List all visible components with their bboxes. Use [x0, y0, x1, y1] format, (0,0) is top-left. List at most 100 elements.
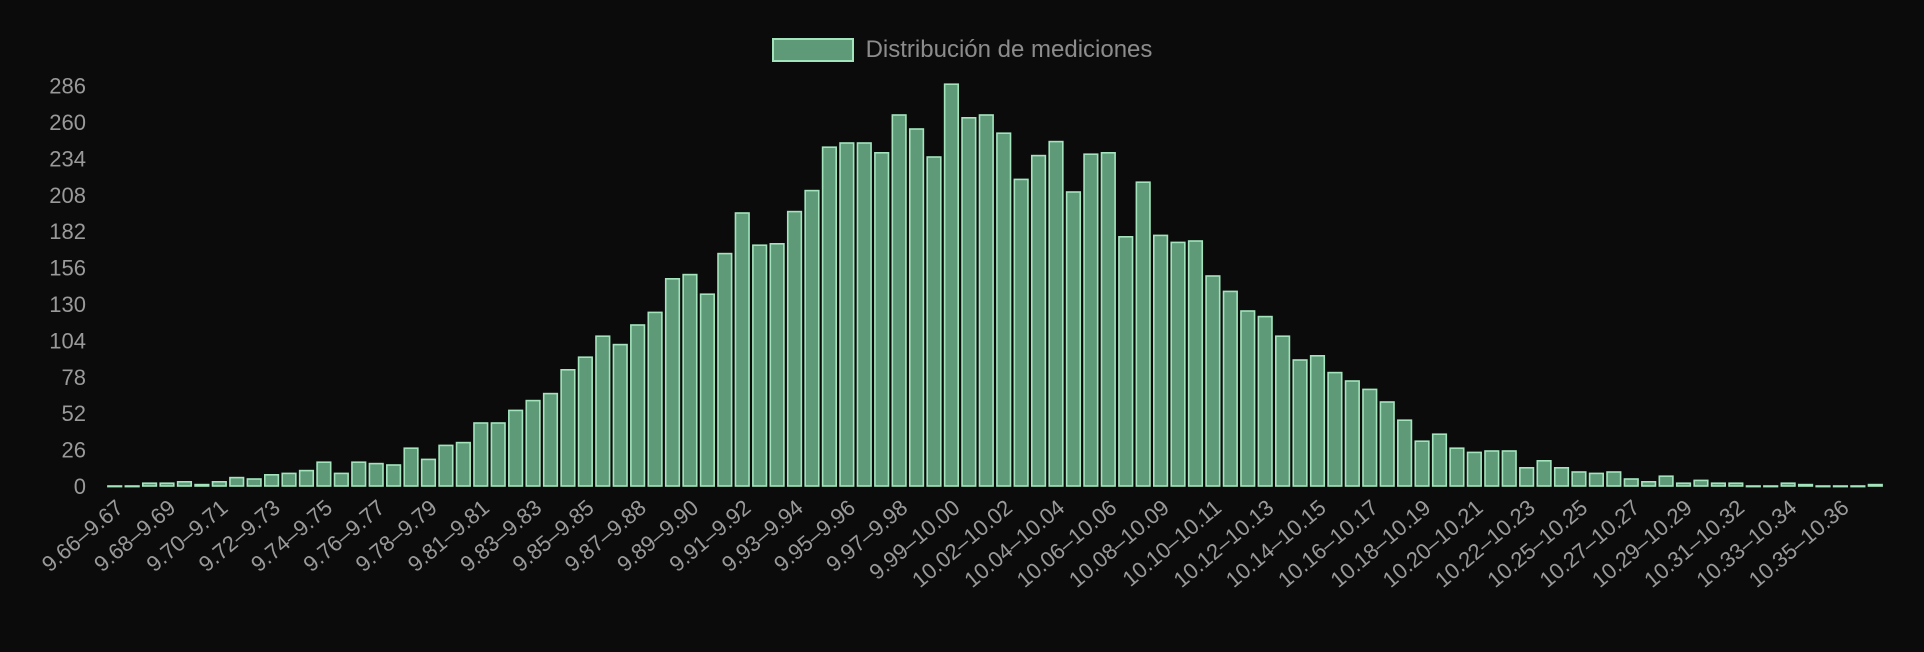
histogram-bar[interactable]: [647, 311, 663, 487]
histogram-bar[interactable]: [1153, 234, 1169, 487]
histogram-bar[interactable]: [856, 142, 872, 487]
histogram-bar[interactable]: [926, 156, 942, 487]
histogram-bar[interactable]: [246, 478, 262, 487]
histogram-bar[interactable]: [1780, 482, 1796, 487]
histogram-bar[interactable]: [839, 142, 855, 487]
histogram-bar[interactable]: [107, 485, 123, 488]
histogram-bar[interactable]: [717, 252, 733, 487]
histogram-bar[interactable]: [908, 128, 925, 487]
histogram-bar[interactable]: [1013, 178, 1029, 487]
histogram-bar[interactable]: [1118, 236, 1134, 487]
histogram-bar[interactable]: [1257, 315, 1273, 487]
histogram-bar[interactable]: [1222, 290, 1238, 487]
histogram-bar[interactable]: [490, 422, 506, 487]
histogram-bar[interactable]: [595, 335, 611, 487]
histogram-bar[interactable]: [1484, 450, 1500, 487]
histogram-bar[interactable]: [141, 482, 158, 487]
histogram-bar[interactable]: [176, 480, 193, 487]
histogram-bar[interactable]: [1850, 485, 1866, 488]
histogram-bar[interactable]: [734, 212, 750, 487]
histogram-bar[interactable]: [1170, 241, 1186, 487]
histogram-bar[interactable]: [1449, 447, 1465, 487]
histogram-bar[interactable]: [1292, 359, 1308, 487]
histogram-bar[interactable]: [577, 356, 593, 487]
histogram-bar[interactable]: [1519, 466, 1535, 487]
histogram-bar[interactable]: [978, 114, 994, 487]
histogram-bar[interactable]: [1083, 153, 1099, 487]
histogram-bar[interactable]: [682, 273, 698, 487]
histogram-bar[interactable]: [473, 422, 489, 487]
histogram-bar[interactable]: [821, 146, 837, 487]
histogram-bar[interactable]: [525, 399, 541, 487]
histogram-bar[interactable]: [1327, 371, 1343, 487]
histogram-bar[interactable]: [996, 132, 1012, 487]
histogram-bar[interactable]: [281, 472, 297, 487]
histogram-bar[interactable]: [1553, 466, 1570, 487]
histogram-bar[interactable]: [1832, 485, 1849, 488]
histogram-bar[interactable]: [1728, 482, 1744, 487]
histogram-bar[interactable]: [1309, 354, 1326, 487]
histogram-bar[interactable]: [351, 461, 367, 487]
histogram-bar[interactable]: [124, 485, 140, 488]
histogram-bar[interactable]: [1065, 191, 1082, 487]
histogram-bar[interactable]: [386, 464, 402, 487]
histogram-bar[interactable]: [298, 469, 315, 487]
histogram-bar[interactable]: [1048, 140, 1064, 487]
histogram-bar[interactable]: [1606, 471, 1622, 487]
histogram-bar[interactable]: [1100, 152, 1116, 487]
histogram-bar[interactable]: [769, 243, 785, 487]
histogram-bar[interactable]: [1275, 335, 1291, 487]
histogram-bar[interactable]: [1763, 485, 1779, 488]
histogram-bar[interactable]: [1745, 485, 1761, 488]
histogram-bar[interactable]: [874, 152, 890, 487]
histogram-bar[interactable]: [1588, 472, 1604, 487]
histogram-bar[interactable]: [1536, 459, 1552, 487]
histogram-bar[interactable]: [891, 114, 907, 487]
histogram-bar[interactable]: [1641, 480, 1657, 487]
histogram-bar[interactable]: [943, 83, 960, 487]
histogram-bar[interactable]: [804, 189, 820, 487]
histogram-bar[interactable]: [1710, 482, 1726, 487]
histogram-bar[interactable]: [1397, 419, 1413, 487]
histogram-bar[interactable]: [455, 441, 471, 487]
histogram-bar[interactable]: [1187, 240, 1204, 487]
histogram-bar[interactable]: [1867, 483, 1883, 487]
histogram-bar[interactable]: [1623, 478, 1639, 487]
histogram-bar[interactable]: [699, 293, 715, 487]
histogram-bar[interactable]: [1466, 451, 1482, 487]
histogram-bar[interactable]: [1431, 433, 1448, 487]
histogram-bar[interactable]: [786, 210, 803, 487]
histogram-bar[interactable]: [1205, 275, 1221, 487]
histogram-bar[interactable]: [1675, 482, 1692, 487]
histogram-bar[interactable]: [263, 473, 280, 487]
histogram-bar[interactable]: [211, 480, 227, 487]
histogram-bar[interactable]: [752, 244, 768, 487]
histogram-bar[interactable]: [316, 461, 332, 487]
histogram-bar[interactable]: [194, 483, 210, 487]
histogram-bar[interactable]: [1797, 483, 1814, 487]
histogram-bar[interactable]: [1379, 401, 1395, 487]
histogram-bar[interactable]: [542, 392, 559, 487]
histogram-bar[interactable]: [560, 368, 576, 487]
histogram-bar[interactable]: [333, 472, 349, 487]
histogram-bar[interactable]: [961, 117, 977, 487]
histogram-bar[interactable]: [1815, 485, 1831, 488]
histogram-bar[interactable]: [1658, 475, 1674, 487]
histogram-bar[interactable]: [1571, 471, 1587, 487]
histogram-bar[interactable]: [1240, 310, 1256, 487]
histogram-bar[interactable]: [159, 482, 175, 487]
legend[interactable]: Distribución de mediciones: [0, 36, 1924, 64]
histogram-bar[interactable]: [1030, 154, 1047, 487]
histogram-bar[interactable]: [368, 462, 384, 487]
histogram-bar[interactable]: [420, 458, 437, 487]
histogram-bar[interactable]: [1344, 380, 1360, 487]
histogram-bar[interactable]: [1362, 388, 1378, 487]
histogram-bar[interactable]: [664, 277, 681, 487]
histogram-bar[interactable]: [1501, 450, 1517, 487]
histogram-bar[interactable]: [1135, 181, 1151, 487]
histogram-bar[interactable]: [630, 324, 646, 487]
histogram-bar[interactable]: [1414, 440, 1430, 487]
histogram-bar[interactable]: [229, 476, 245, 487]
histogram-bar[interactable]: [508, 409, 524, 487]
histogram-bar[interactable]: [438, 444, 454, 487]
